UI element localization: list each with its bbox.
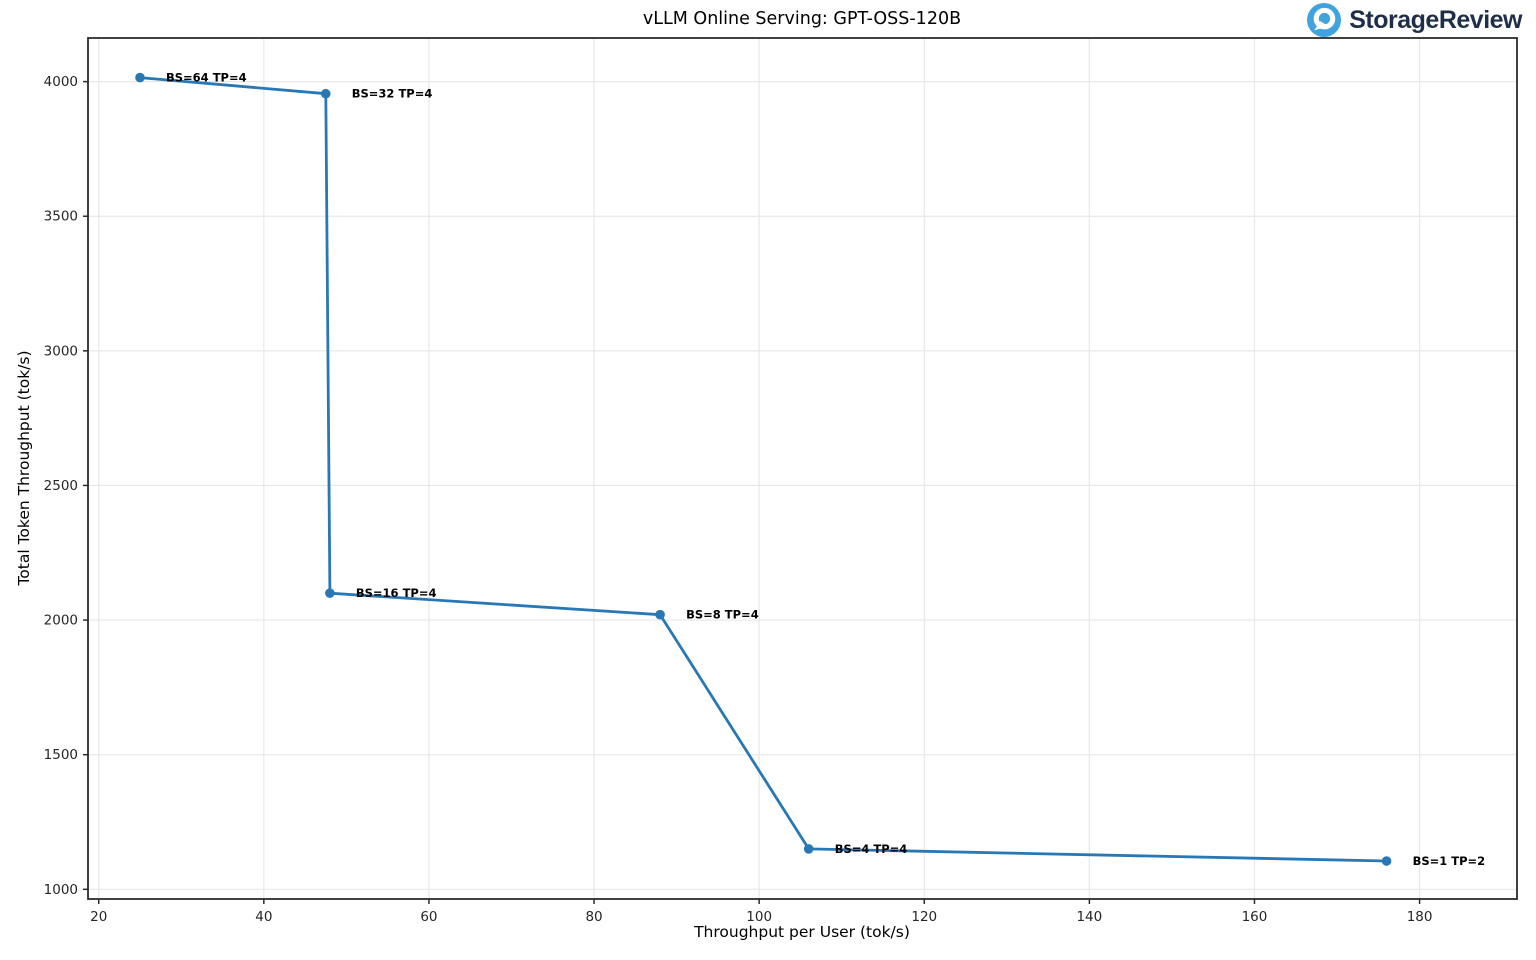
data-point (1381, 856, 1392, 866)
plot-border (87, 37, 1518, 900)
x-tick-label: 40 (255, 909, 272, 925)
storagereview-circle-icon (1307, 3, 1342, 37)
y-tick-label: 1500 (44, 747, 78, 763)
x-tick-label: 160 (1242, 909, 1268, 925)
y-tick-label: 3000 (44, 343, 78, 359)
point-annotation: BS=8 TP=4 (686, 608, 759, 622)
x-tick-label: 60 (420, 909, 437, 925)
x-tick-label: 140 (1076, 909, 1102, 925)
y-tick-label: 4000 (44, 74, 78, 90)
chart-title: vLLM Online Serving: GPT-OSS-120B (642, 9, 962, 29)
data-point (320, 88, 331, 99)
y-tick-label: 2000 (44, 613, 78, 629)
x-axis-label: Throughput per User (tok/s) (694, 923, 910, 941)
data-point (803, 844, 814, 854)
x-tick-label: 100 (746, 909, 772, 925)
x-tick-label: 20 (90, 909, 107, 925)
y-tick-label: 1000 (44, 882, 78, 898)
point-annotation: BS=16 TP=4 (356, 586, 437, 600)
point-annotation: BS=1 TP=2 (1413, 854, 1486, 868)
point-annotation: BS=4 TP=4 (835, 842, 908, 856)
series-line (138, 76, 1388, 863)
y-tick-label: 2500 (44, 478, 78, 494)
y-tick-label: 3500 (44, 209, 78, 225)
data-point (325, 588, 335, 598)
x-tick-label: 180 (1407, 909, 1433, 925)
y-axis-label: Total Token Throughput (tok/s) (15, 350, 33, 586)
x-tick-label: 80 (585, 909, 602, 925)
storagereview-logo-text: StorageReview (1349, 5, 1522, 34)
storagereview-logo: StorageReview (1307, 3, 1522, 37)
data-point (655, 609, 665, 620)
x-tick-label: 120 (911, 909, 937, 925)
point-annotation: BS=64 TP=4 (166, 71, 247, 85)
point-annotation: BS=32 TP=4 (352, 87, 433, 101)
data-point (135, 72, 145, 83)
